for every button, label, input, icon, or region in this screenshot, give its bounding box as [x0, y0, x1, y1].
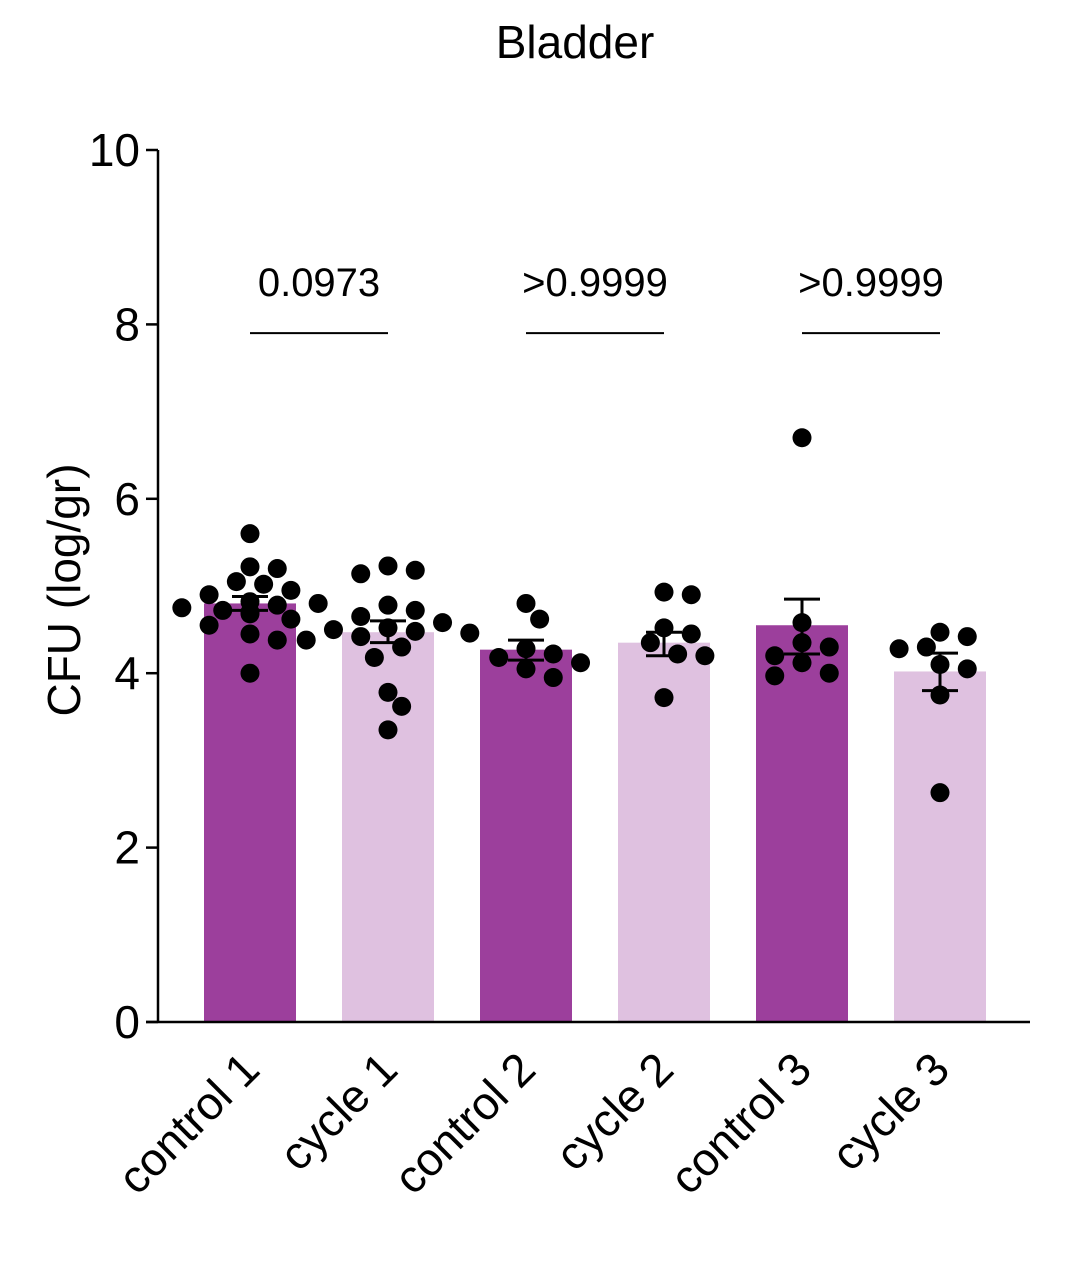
data-point [323, 620, 343, 640]
data-point [351, 607, 371, 627]
data-point [930, 622, 950, 642]
p-value-label: >0.9999 [522, 261, 668, 305]
data-point [296, 630, 316, 650]
data-point [281, 580, 301, 600]
data-point [460, 623, 480, 643]
p-value-label: >0.9999 [798, 261, 944, 305]
data-point [433, 613, 453, 633]
data-point [254, 574, 274, 594]
data-point [405, 600, 425, 620]
data-point [267, 595, 287, 615]
data-point [930, 654, 950, 674]
x-category-label: control 3 [660, 1042, 822, 1204]
data-point [240, 557, 260, 577]
data-point [654, 688, 674, 708]
chart-title: Bladder [496, 16, 655, 68]
y-tick-label: 10 [89, 124, 140, 176]
data-point [489, 648, 509, 668]
data-point [213, 600, 233, 620]
y-tick-label: 0 [114, 996, 140, 1048]
data-point [240, 663, 260, 683]
x-category-label: cycle 2 [545, 1042, 683, 1180]
data-point [530, 609, 550, 629]
data-point [405, 560, 425, 580]
p-value-label: 0.0973 [258, 261, 380, 305]
data-point [378, 556, 398, 576]
x-category-label: cycle 1 [269, 1042, 407, 1180]
data-point [199, 615, 219, 635]
data-point [681, 624, 701, 644]
data-point [957, 659, 977, 679]
data-point [378, 618, 398, 638]
data-point [543, 668, 563, 688]
y-axis-label: CFU (log/gr) [38, 463, 90, 716]
data-point [681, 585, 701, 605]
data-point [916, 637, 936, 657]
data-point [930, 783, 950, 803]
data-point [543, 644, 563, 664]
data-point [267, 630, 287, 650]
comparisons-group: 0.0973 >0.9999 >0.9999 [250, 261, 944, 335]
x-category-label: cycle 3 [821, 1042, 959, 1180]
data-point [792, 633, 812, 653]
data-point [267, 559, 287, 579]
data-point [281, 609, 301, 629]
data-point [819, 637, 839, 657]
data-point [792, 653, 812, 673]
data-point [516, 659, 536, 679]
data-point [792, 428, 812, 448]
bar-control-3 [756, 625, 848, 1022]
data-point [889, 639, 909, 659]
data-point [654, 582, 674, 602]
data-point [819, 663, 839, 683]
data-point [240, 624, 260, 644]
data-points-group [172, 428, 977, 803]
data-point [199, 585, 219, 605]
bars-group [204, 603, 986, 1022]
data-point [308, 593, 328, 613]
data-point [930, 685, 950, 705]
data-point [226, 572, 246, 592]
error-bars-group [232, 594, 958, 693]
data-point [378, 720, 398, 740]
y-tick-label: 6 [114, 473, 140, 525]
y-tick-label: 8 [114, 298, 140, 350]
data-point [516, 639, 536, 659]
y-tick-label: 2 [114, 822, 140, 874]
data-point [765, 666, 785, 686]
data-point [364, 648, 384, 668]
data-point [695, 646, 715, 666]
x-category-label: control 2 [384, 1042, 546, 1204]
data-point [240, 604, 260, 624]
x-category-label: control 1 [108, 1042, 270, 1204]
data-point [240, 524, 260, 544]
data-point [405, 621, 425, 641]
data-point [571, 653, 591, 673]
bar-control-2 [480, 649, 572, 1022]
data-point [516, 593, 536, 613]
data-point [172, 598, 192, 618]
data-point [351, 627, 371, 647]
data-point [765, 646, 785, 666]
bar-cycle-3 [894, 671, 986, 1022]
data-point [378, 682, 398, 702]
data-point [668, 644, 688, 664]
data-point [792, 613, 812, 633]
data-point [957, 627, 977, 647]
data-point [654, 618, 674, 638]
y-tick-label: 4 [114, 647, 140, 699]
data-point [378, 595, 398, 615]
data-point [392, 696, 412, 716]
data-point [640, 633, 660, 653]
data-point [392, 637, 412, 657]
data-point [351, 564, 371, 584]
